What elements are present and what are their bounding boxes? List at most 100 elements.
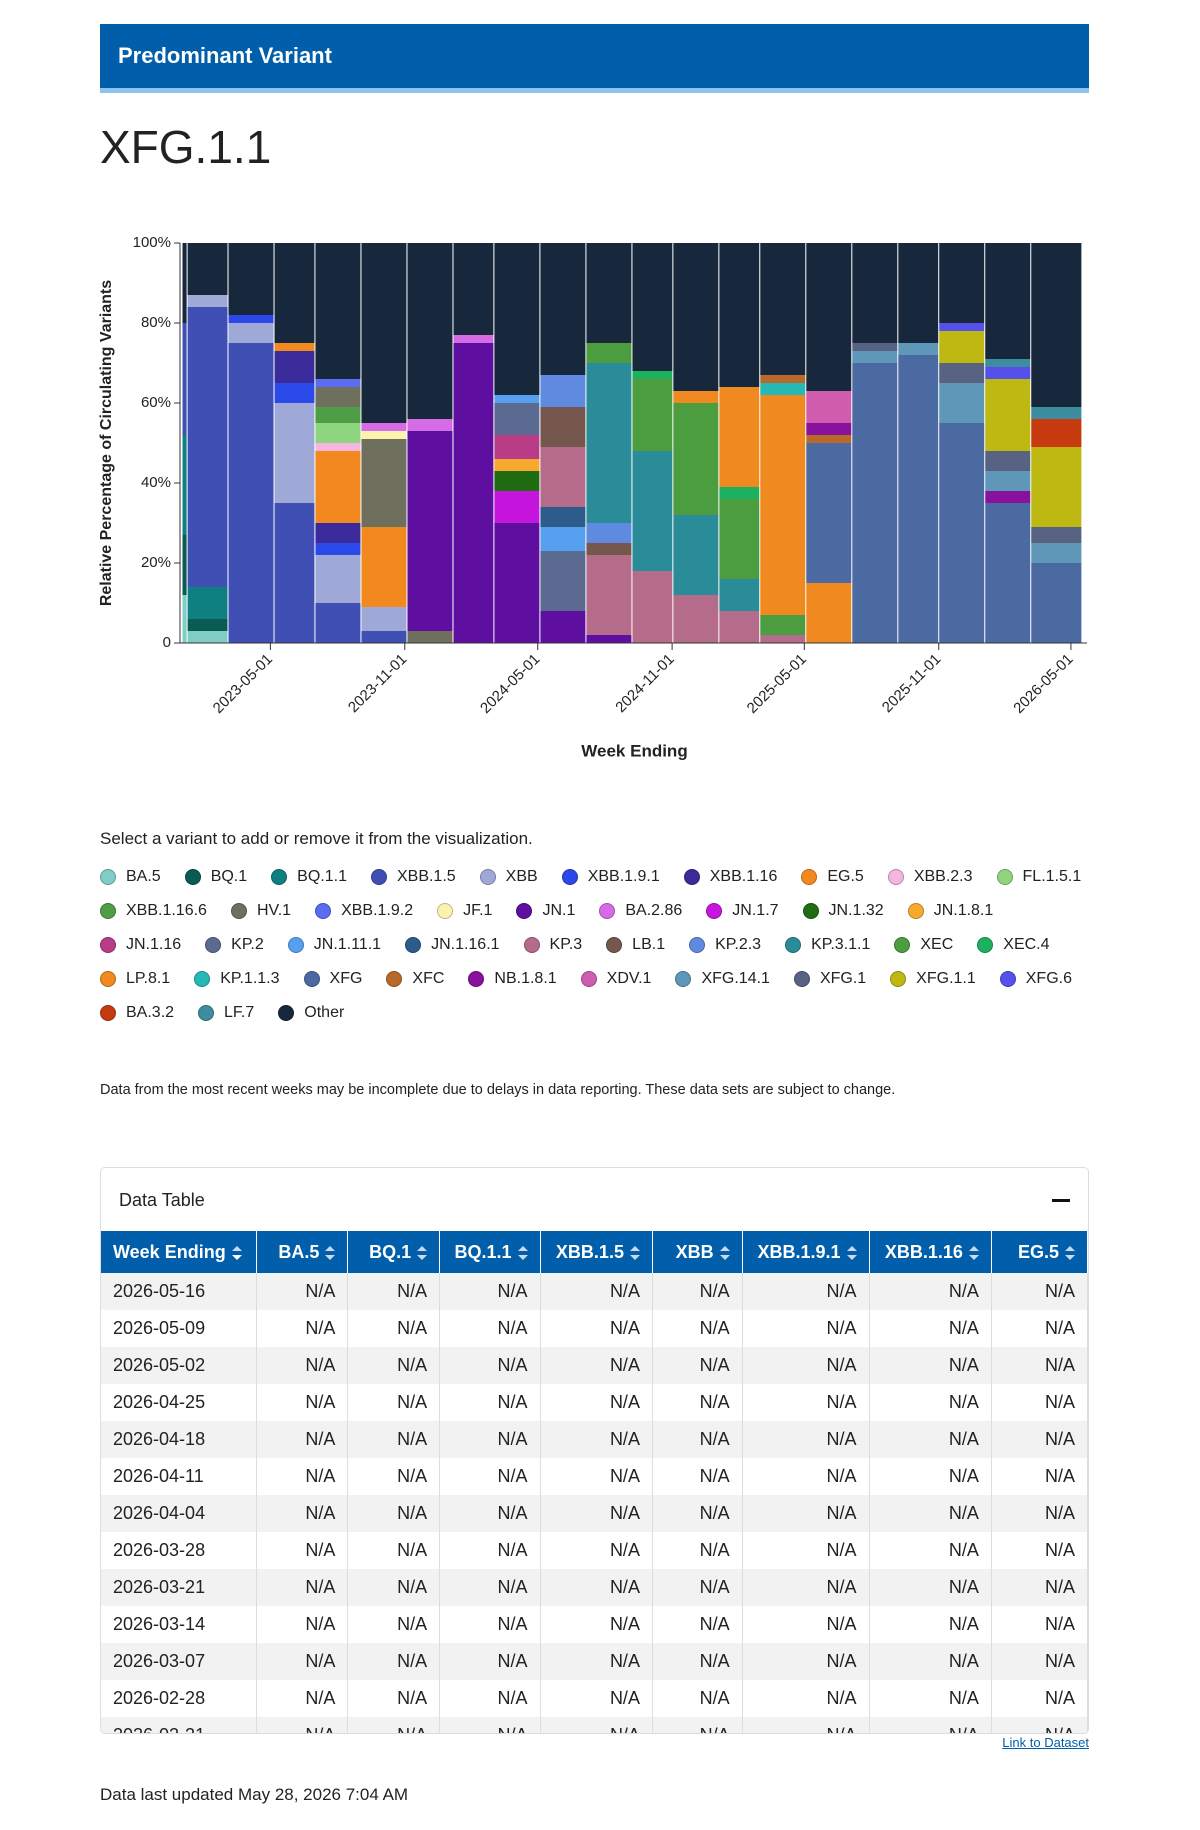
collapse-button[interactable] [1052,1199,1070,1202]
legend-item[interactable]: HV.1 [230,900,291,922]
legend-item[interactable]: NB.1.8.1 [468,968,557,990]
legend-item[interactable]: BQ.1.1 [271,866,347,888]
legend-item[interactable]: XFG [303,968,362,990]
bar-segment [586,363,632,523]
table-cell: N/A [540,1273,653,1310]
dataset-link[interactable]: Link to Dataset [1002,1735,1089,1750]
legend-item[interactable]: KP.1.1.3 [194,968,280,990]
x-tick-label: 2026-05-01 [1010,651,1076,717]
bar-segment [361,423,407,431]
table-row: 2026-05-02 N/A N/A N/A N/A N/A N/A N/A N/A [101,1347,1088,1384]
legend-item[interactable]: XFG.1.1 [890,968,976,990]
legend-item[interactable]: LB.1 [606,934,665,956]
bar-segment [182,535,187,595]
legend-item[interactable]: XFG.6 [999,968,1072,990]
table-row: 2026-03-28 N/A N/A N/A N/A N/A N/A N/A N/A [101,1532,1088,1569]
legend-item[interactable]: XFC [386,968,444,990]
legend-item[interactable]: JF.1 [437,900,492,922]
table-cell: 2026-03-07 [101,1643,258,1680]
bar-segment [228,243,274,315]
table-cell: 2026-04-25 [101,1384,258,1421]
table-row: 2026-04-25 N/A N/A N/A N/A N/A N/A N/A N/A [101,1384,1088,1421]
legend-swatch [278,1005,295,1021]
sort-icon[interactable] [417,1245,428,1261]
legend-item[interactable]: BQ.1 [184,866,247,888]
legend-swatch [437,903,454,919]
column-header[interactable]: BQ.1.1 [439,1231,541,1273]
table-row: 2026-04-04 N/A N/A N/A N/A N/A N/A N/A N/A [101,1495,1088,1532]
legend-item[interactable]: JN.1.11.1 [287,934,381,956]
sort-icon[interactable] [629,1245,640,1261]
legend-item[interactable]: XBB.1.9.2 [315,900,413,922]
column-header[interactable]: XBB [652,1231,743,1273]
legend-item[interactable]: LP.8.1 [100,968,170,990]
legend-item[interactable]: XEC [894,934,953,956]
legend-label: JF.1 [463,902,493,919]
legend-label: FL.1.5.1 [1022,868,1082,885]
legend-item[interactable]: XDV.1 [580,968,651,990]
table-cell: N/A [742,1569,870,1606]
legend-item[interactable]: BA.3.2 [100,1002,174,1024]
sort-icon[interactable] [1065,1245,1075,1261]
legend-item[interactable]: XFG.1 [793,968,866,990]
column-header[interactable]: XBB.1.9.1 [742,1231,870,1273]
legend-item[interactable]: XBB.1.16.6 [100,900,207,922]
bar-segment [760,395,806,615]
table-cell: N/A [439,1680,541,1717]
legend-item[interactable]: XFG.14.1 [675,968,770,990]
sort-icon[interactable] [231,1245,242,1261]
legend-item[interactable]: XBB.2.3 [887,866,973,888]
legend-item[interactable]: JN.1.32 [802,900,884,922]
legend-swatch [580,971,597,987]
legend-item[interactable]: BA.2.86 [599,900,682,922]
legend-item[interactable]: FL.1.5.1 [996,866,1082,888]
legend-label: BQ.1.1 [297,868,347,885]
legend-item[interactable]: XEC.4 [977,934,1050,956]
column-header[interactable]: BQ.1 [347,1231,441,1273]
table-cell: N/A [540,1458,653,1495]
legend-item[interactable]: Other [278,1002,344,1024]
bar-segment [274,403,315,503]
legend-item[interactable]: JN.1.16 [100,934,181,956]
table-cell: N/A [652,1273,743,1310]
column-header[interactable]: Week Ending [101,1231,258,1273]
sort-icon[interactable] [517,1245,528,1261]
legend-item[interactable]: EG.5 [801,866,864,888]
sort-icon[interactable] [968,1245,979,1261]
column-title: Week Ending [113,1241,226,1262]
sort-icon[interactable] [325,1245,336,1261]
y-tick-label: 40% [141,474,171,491]
predominant-variant: XFG.1.1 [100,121,272,173]
legend-label: XBB.1.9.2 [341,902,414,919]
legend-swatch [100,903,116,919]
legend-item[interactable]: XBB.1.16 [683,866,777,888]
legend-item[interactable]: JN.1.16.1 [405,934,500,956]
column-header[interactable]: EG.5 [991,1231,1088,1273]
sort-icon[interactable] [846,1245,857,1261]
bar-segment [852,343,898,351]
bar-segment [673,595,719,643]
legend-item[interactable]: KP.2 [205,934,264,956]
legend-item[interactable]: XBB.1.9.1 [561,866,660,888]
legend-item[interactable]: JN.1.8.1 [907,900,993,922]
legend-item[interactable]: JN.1 [516,900,575,922]
column-header[interactable]: BA.5 [256,1231,349,1273]
table-cell: N/A [742,1310,870,1347]
legend-item[interactable]: KP.3.1.1 [785,934,870,956]
legend-item[interactable]: XBB [479,866,538,888]
legend-item[interactable]: JN.1.7 [706,900,779,922]
table-cell: N/A [256,1643,349,1680]
column-header[interactable]: XBB.1.16 [869,1231,992,1273]
legend-item[interactable]: XBB.1.5 [370,866,456,888]
legend-label: XFC [412,970,445,987]
bar-segment [540,243,586,375]
legend-swatch [516,903,533,919]
legend-item[interactable]: BA.5 [100,866,161,888]
column-header[interactable]: XBB.1.5 [540,1231,653,1273]
bar-segment [760,383,806,395]
table-cell: N/A [869,1532,992,1569]
sort-icon[interactable] [719,1245,730,1261]
legend-item[interactable]: KP.2.3 [689,934,761,956]
legend-item[interactable]: LF.7 [198,1002,254,1024]
legend-item[interactable]: KP.3 [523,934,582,956]
